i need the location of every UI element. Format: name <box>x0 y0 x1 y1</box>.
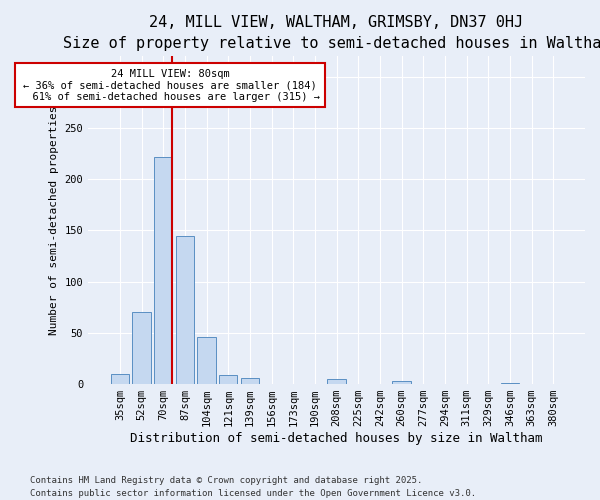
Bar <box>110 374 129 384</box>
Bar <box>500 383 519 384</box>
Bar <box>219 375 238 384</box>
Bar <box>197 337 216 384</box>
Text: 24 MILL VIEW: 80sqm    
← 36% of semi-detached houses are smaller (184)
  61% of: 24 MILL VIEW: 80sqm ← 36% of semi-detach… <box>20 68 320 102</box>
X-axis label: Distribution of semi-detached houses by size in Waltham: Distribution of semi-detached houses by … <box>130 432 543 445</box>
Bar <box>154 156 172 384</box>
Y-axis label: Number of semi-detached properties: Number of semi-detached properties <box>49 106 59 335</box>
Bar <box>328 379 346 384</box>
Bar <box>176 236 194 384</box>
Bar <box>133 312 151 384</box>
Title: 24, MILL VIEW, WALTHAM, GRIMSBY, DN37 0HJ
Size of property relative to semi-deta: 24, MILL VIEW, WALTHAM, GRIMSBY, DN37 0H… <box>63 15 600 51</box>
Bar <box>392 381 411 384</box>
Bar <box>241 378 259 384</box>
Text: Contains HM Land Registry data © Crown copyright and database right 2025.
Contai: Contains HM Land Registry data © Crown c… <box>30 476 476 498</box>
